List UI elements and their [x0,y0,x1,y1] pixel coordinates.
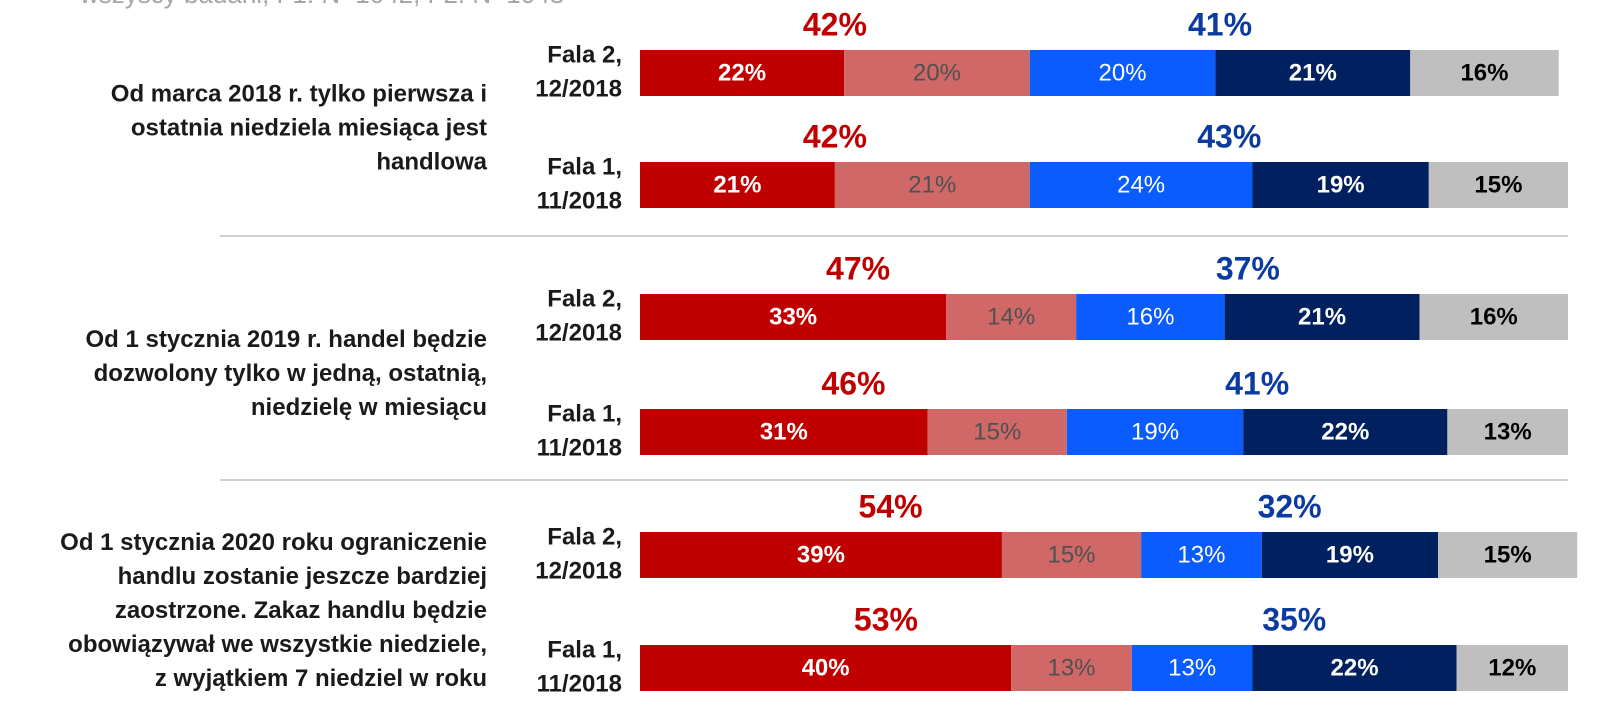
group-label: handlu zostanie jeszcze bardziej [118,563,487,590]
group-label: obowiązywał we wszystkie niedziele, [68,631,487,658]
group-label: zaostrzone. Zakaz handlu będzie [115,597,487,624]
segment-label: 21% [1289,59,1337,86]
bar-segment [1029,162,1253,208]
bar-segment [927,409,1067,455]
total-label: 42% [803,118,867,154]
bar-segment [1243,409,1448,455]
group-label: Od 1 stycznia 2020 roku ograniczenie [60,529,487,556]
bar-segment [1141,532,1262,578]
segment-label: 21% [713,171,761,198]
bar-segment [640,645,1012,691]
segment-label: 15% [1047,541,1095,568]
bar-segment [1029,50,1216,96]
category-label: 11/2018 [537,670,622,697]
total-label: 32% [1258,488,1322,524]
segment-label: 21% [908,171,956,198]
bar-segment [844,50,1030,96]
segment-label: 33% [769,303,817,330]
segment-label: 13% [1177,541,1225,568]
category-label: 11/2018 [537,187,622,214]
bar-segment [1215,50,1411,96]
group-label: z wyjątkiem 7 niedziel w roku [155,665,487,692]
segment-label: 13% [1484,418,1532,445]
total-label: 54% [859,488,923,524]
segment-label: 16% [1460,59,1508,86]
bar-segment [640,409,928,455]
bar-segment [1076,294,1225,340]
segment-label: 19% [1131,418,1179,445]
bar-segment [640,162,835,208]
subtitle: wszyscy badani, F1: N=1042, F2: N=1043 [79,0,564,9]
bar-segment [1066,409,1244,455]
bar-segment [1419,294,1568,340]
group-label: niedzielę w miesiącu [251,394,487,421]
segment-label: 22% [718,59,766,86]
category-label: Fala 1, [547,400,622,427]
total-label: 46% [821,365,885,401]
category-label: 12/2018 [535,75,622,102]
group-label: Od 1 stycznia 2019 r. handel będzie [86,326,488,353]
group-label: dozwolony tylko w jedną, ostatnią, [94,360,487,387]
category-label: 12/2018 [535,557,622,584]
category-label: Fala 1, [547,153,622,180]
total-label: 42% [803,6,867,42]
segment-label: 12% [1488,654,1536,681]
bar-segment [1438,532,1578,578]
segment-label: 13% [1168,654,1216,681]
segment-label: 21% [1298,303,1346,330]
segment-label: 19% [1317,171,1365,198]
segment-label: 40% [802,654,850,681]
segment-label: 15% [1474,171,1522,198]
segment-label: 22% [1331,654,1379,681]
total-label: 53% [854,601,918,637]
segment-label: 20% [1099,59,1147,86]
segment-label: 22% [1321,418,1369,445]
bar-segment [640,532,1002,578]
segment-label: 31% [760,418,808,445]
category-label: Fala 2, [547,523,622,550]
segment-label: 19% [1326,541,1374,568]
bar-segment [946,294,1077,340]
total-label: 47% [826,250,890,286]
segment-label: 14% [987,303,1035,330]
category-label: Fala 2, [547,285,622,312]
total-label: 35% [1262,601,1326,637]
segment-label: 39% [797,541,845,568]
bar-segment [640,294,947,340]
segment-label: 24% [1117,171,1165,198]
bar-segment [1011,645,1132,691]
bar-segment [1456,645,1568,691]
bar-segment [1252,645,1457,691]
total-label: 41% [1225,365,1289,401]
bar-segment [1428,162,1568,208]
bar-segment [1131,645,1253,691]
segment-label: 13% [1047,654,1095,681]
segment-label: 15% [973,418,1021,445]
segment-label: 15% [1484,541,1532,568]
segment-label: 16% [1470,303,1518,330]
category-label: 12/2018 [535,319,622,346]
bar-segment [1410,50,1559,96]
segment-label: 20% [913,59,961,86]
group-label: handlowa [376,148,487,175]
bar-segment [640,50,845,96]
category-label: 11/2018 [537,434,622,461]
bar-segment [1261,532,1439,578]
category-label: Fala 1, [547,636,622,663]
group-label: Od marca 2018 r. tylko pierwsza i [111,80,487,107]
segment-label: 16% [1126,303,1174,330]
bar-segment [1447,409,1568,455]
total-label: 37% [1216,250,1280,286]
bar-segment [1224,294,1420,340]
bar-segment [834,162,1030,208]
bar-segment [1001,532,1142,578]
total-label: 43% [1197,118,1261,154]
group-label: ostatnia niedziela miesiąca jest [131,114,487,141]
bar-segment [1252,162,1429,208]
total-label: 41% [1188,6,1252,42]
category-label: Fala 2, [547,41,622,68]
